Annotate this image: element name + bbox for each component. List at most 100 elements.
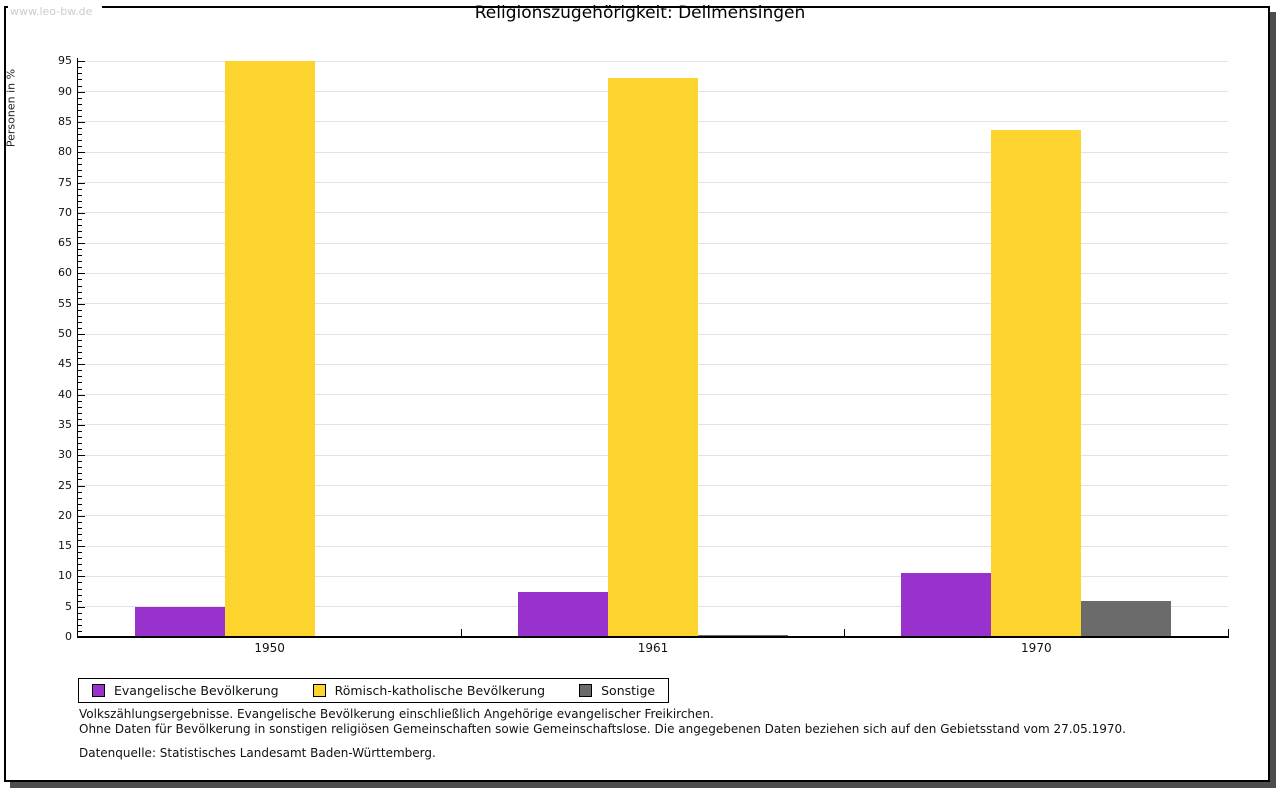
y-axis-tick (78, 152, 85, 154)
legend-item-1: Römisch-katholische Bevölkerung (312, 683, 546, 698)
y-axis-tick (78, 527, 82, 529)
y-axis-tick (78, 237, 82, 239)
bar-1970-series-1 (991, 129, 1082, 637)
footnote-line-2: Ohne Daten für Bevölkerung in sonstigen … (79, 722, 1126, 736)
legend-item-0: Evangelische Bevölkerung (92, 683, 279, 698)
y-axis-tick (78, 606, 85, 608)
y-axis-tick (78, 594, 82, 596)
y-axis-tick (78, 279, 82, 281)
y-axis-line (77, 58, 78, 637)
y-axis-tick (78, 212, 85, 214)
y-axis-tick (78, 461, 82, 463)
bar-1961-series-0 (518, 591, 608, 637)
bar-1970-series-2 (1081, 600, 1172, 637)
y-axis-tick (78, 285, 82, 287)
y-axis-tick (78, 103, 82, 105)
y-axis-tick (78, 479, 82, 481)
data-source-note: Datenquelle: Statistisches Landesamt Bad… (79, 746, 436, 760)
y-axis-tick (78, 182, 85, 184)
footnote-line-1: Volkszählungsergebnisse. Evangelische Be… (79, 707, 714, 721)
y-axis-tick (78, 340, 82, 342)
y-axis-tick (78, 134, 82, 136)
y-axis-tick-label: 25 (58, 478, 72, 492)
y-axis-tick-label: 90 (58, 84, 72, 98)
y-axis-tick (78, 121, 85, 123)
legend-label-0: Evangelische Bevölkerung (114, 683, 279, 698)
y-axis-tick (78, 346, 82, 348)
y-axis-tick (78, 418, 82, 420)
y-axis-tick (78, 430, 82, 432)
y-axis-tick-label: 10 (58, 569, 72, 583)
y-axis-tick (78, 588, 82, 590)
y-axis-tick-label: 35 (58, 417, 72, 431)
y-axis-tick (78, 127, 82, 129)
y-axis-tick (78, 297, 82, 299)
y-axis-tick (78, 491, 82, 493)
y-axis-tick (78, 467, 82, 469)
y-axis-tick (78, 164, 82, 166)
legend-swatch-2 (579, 684, 593, 697)
y-axis-tick (78, 443, 82, 445)
y-axis-tick (78, 218, 82, 220)
legend-swatch-0 (92, 684, 105, 697)
y-axis-tick (78, 570, 82, 572)
y-axis-tick (78, 67, 82, 69)
y-axis-tick (78, 509, 82, 511)
y-axis-tick (78, 188, 82, 190)
y-axis-tick (78, 424, 85, 426)
y-axis-tick (78, 73, 82, 75)
y-axis-tick (78, 618, 82, 620)
y-axis-tick (78, 400, 82, 402)
y-axis-tick (78, 552, 82, 554)
y-axis-tick (78, 200, 82, 202)
legend-label-1: Römisch-katholische Bevölkerung (334, 683, 546, 698)
footnotes: Volkszählungsergebnisse. Evangelische Be… (79, 707, 1126, 737)
y-axis-tick (78, 230, 82, 232)
x-axis-label-1970: 1970 (1021, 641, 1052, 655)
y-axis-tick (78, 267, 82, 269)
y-axis-tick (78, 327, 82, 329)
y-axis-tick (78, 582, 82, 584)
bar-1961-series-1 (608, 77, 698, 637)
y-axis-tick (78, 546, 85, 548)
y-axis-tick (78, 540, 82, 542)
y-axis-tick (78, 158, 82, 160)
y-axis-tick-label: 95 (58, 54, 72, 68)
y-axis-tick-label: 5 (65, 599, 72, 613)
y-axis-tick (78, 600, 82, 602)
y-axis-tick-label: 50 (58, 327, 72, 340)
y-axis-tick-label: 20 (58, 508, 72, 522)
y-axis-tick-label: 40 (58, 387, 72, 401)
y-axis-tick-label: 85 (58, 114, 72, 128)
bar-1950-series-1 (224, 61, 315, 637)
y-axis-tick-label: 15 (58, 539, 72, 553)
y-axis-tick (78, 91, 85, 93)
y-axis-tick (78, 249, 82, 251)
y-axis-tick (78, 485, 85, 487)
y-axis-tick (78, 358, 82, 360)
y-axis-tick (78, 412, 82, 414)
y-axis-tick (78, 515, 85, 517)
y-axis-tick (78, 503, 82, 505)
y-axis-tick (78, 473, 82, 475)
y-axis-tick (78, 382, 82, 384)
y-axis-tick (78, 309, 82, 311)
y-axis-tick (78, 224, 82, 226)
legend-label-2: Sonstige (601, 683, 656, 698)
y-axis-tick (78, 334, 85, 335)
gridline-95 (78, 60, 1228, 62)
y-axis-tick-label: 60 (58, 266, 72, 280)
x-axis-label-1950: 1950 (254, 641, 285, 655)
y-axis-tick (78, 352, 82, 354)
y-axis-tick (78, 630, 82, 632)
y-axis-tick (78, 206, 82, 208)
legend-item-2: Sonstige (579, 683, 655, 698)
y-axis-tick (78, 261, 82, 263)
y-axis-tick (78, 370, 82, 372)
y-axis-tick (78, 97, 82, 99)
plot-area: 0 5 10 15 20 25 30 35 40 45 50 55 60 65 70 75 80 85 90 95 19… (58, 54, 1229, 655)
y-axis-tick (78, 624, 82, 626)
y-axis-tick-label: 75 (58, 175, 72, 189)
y-axis-tick-label: 80 (58, 145, 72, 159)
x-axis-tick (460, 629, 462, 636)
